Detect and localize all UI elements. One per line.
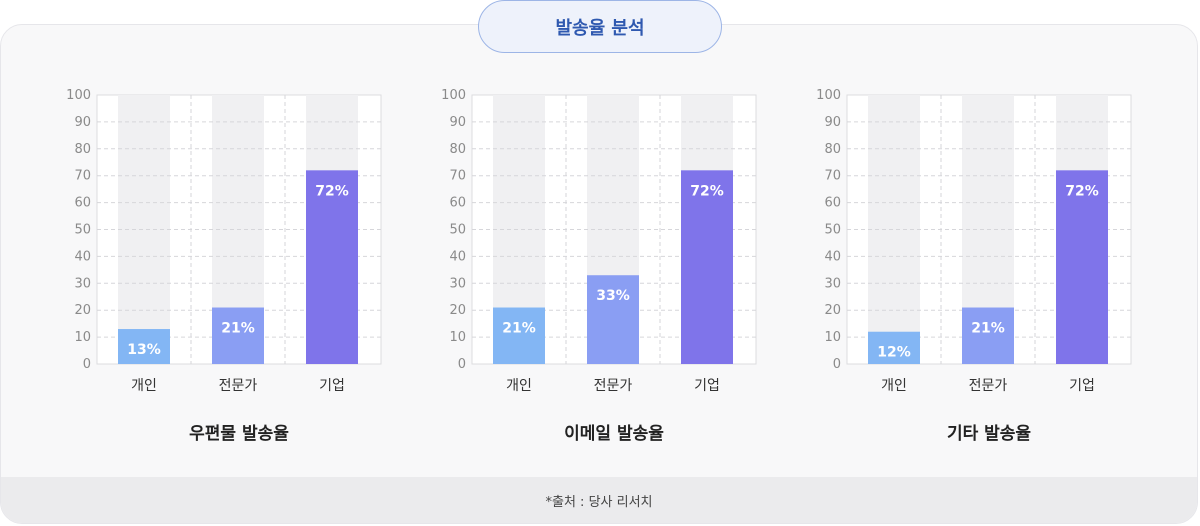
y-tick-label: 90 [74, 115, 91, 130]
bar [1056, 170, 1108, 364]
y-tick-label: 20 [74, 303, 91, 318]
y-tick-label: 60 [824, 196, 841, 211]
x-category-label: 전문가 [594, 378, 633, 394]
chart-title: 기타 발송율 [947, 424, 1031, 444]
page-title: 발송율 분석 [478, 0, 722, 53]
bar [868, 331, 920, 364]
x-category-label: 기업 [319, 378, 345, 394]
bar [306, 170, 358, 364]
y-tick-label: 0 [833, 357, 841, 372]
bar [681, 170, 733, 364]
bar-value-label: 33% [596, 288, 630, 304]
bar-value-label: 21% [221, 321, 255, 337]
chart-title: 이메일 발송율 [564, 424, 664, 444]
bar [118, 329, 170, 364]
bar-value-label: 72% [690, 183, 724, 199]
bar-value-label: 12% [877, 345, 911, 361]
x-category-label: 개인 [506, 378, 532, 394]
y-tick-label: 0 [458, 357, 466, 372]
y-tick-label: 60 [449, 196, 466, 211]
y-tick-label: 50 [74, 223, 91, 238]
x-category-label: 전문가 [969, 378, 1008, 394]
y-tick-label: 90 [824, 115, 841, 130]
bar-value-label: 21% [502, 321, 536, 337]
y-tick-label: 60 [74, 196, 91, 211]
y-tick-label: 50 [824, 223, 841, 238]
y-tick-label: 30 [449, 276, 466, 291]
y-tick-label: 100 [441, 88, 466, 103]
bar-value-label: 72% [1065, 183, 1099, 199]
source-footer: *출처 : 당사 리서치 [1, 477, 1197, 523]
y-tick-label: 40 [74, 249, 91, 264]
y-tick-label: 30 [74, 276, 91, 291]
bar-value-label: 72% [315, 183, 349, 199]
y-tick-label: 80 [449, 142, 466, 157]
y-tick-label: 70 [449, 169, 466, 184]
x-category-label: 기업 [694, 378, 720, 394]
bar-value-label: 21% [971, 321, 1005, 337]
y-tick-label: 100 [66, 88, 91, 103]
bar [212, 307, 264, 364]
y-tick-label: 40 [449, 249, 466, 264]
x-category-label: 개인 [131, 378, 157, 394]
bar [962, 307, 1014, 364]
x-category-label: 개인 [881, 378, 907, 394]
x-category-label: 전문가 [219, 378, 258, 394]
y-tick-label: 10 [74, 330, 91, 345]
y-tick-label: 40 [824, 249, 841, 264]
source-note: *출처 : 당사 리서치 [545, 494, 653, 510]
y-tick-label: 80 [74, 142, 91, 157]
y-tick-label: 50 [449, 223, 466, 238]
y-tick-label: 0 [83, 357, 91, 372]
y-tick-label: 20 [824, 303, 841, 318]
y-tick-label: 30 [824, 276, 841, 291]
y-tick-label: 100 [816, 88, 841, 103]
y-tick-label: 90 [449, 115, 466, 130]
y-tick-label: 20 [449, 303, 466, 318]
y-tick-label: 10 [824, 330, 841, 345]
bar [587, 275, 639, 364]
y-tick-label: 80 [824, 142, 841, 157]
chart-title: 우편물 발송율 [189, 424, 289, 444]
bar-value-label: 13% [127, 342, 161, 358]
y-tick-label: 10 [449, 330, 466, 345]
bar [493, 307, 545, 364]
y-tick-label: 70 [824, 169, 841, 184]
y-tick-label: 70 [74, 169, 91, 184]
x-category-label: 기업 [1069, 378, 1095, 394]
